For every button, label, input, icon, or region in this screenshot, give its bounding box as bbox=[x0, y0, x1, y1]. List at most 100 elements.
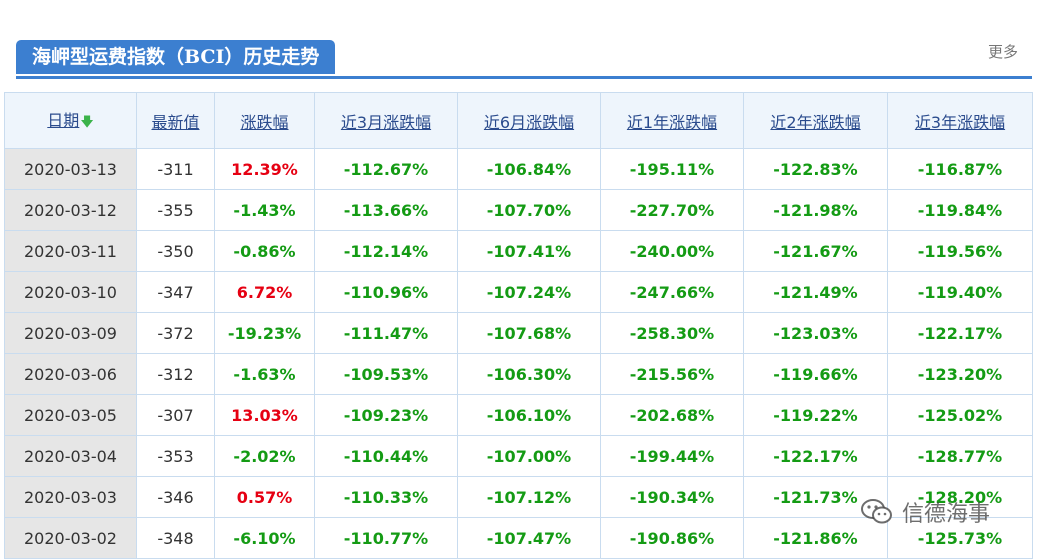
change-3y-cell: -119.56% bbox=[887, 230, 1033, 272]
column-header-label[interactable]: 最新值 bbox=[151, 112, 200, 132]
change-3m-cell: -112.14% bbox=[314, 230, 458, 272]
table-row: 2020-03-12 -355 -1.43% -113.66% -107.70% -227… bbox=[4, 189, 1033, 231]
column-header-2y-change[interactable]: 近2年涨跌幅 bbox=[743, 92, 888, 149]
change-3m-cell: -109.23% bbox=[314, 394, 458, 436]
change-3m-cell: -110.96% bbox=[314, 271, 458, 313]
down-arrow-icon[interactable]: 🡇 bbox=[80, 114, 94, 130]
change-2y-cell: -122.17% bbox=[743, 435, 888, 477]
column-header-label[interactable]: 近1年涨跌幅 bbox=[626, 112, 718, 132]
section-title: 海岬型运费指数（BCI）历史走势 bbox=[16, 40, 336, 74]
change-6m-cell: -107.47% bbox=[457, 517, 601, 559]
column-header-label[interactable]: 近3年涨跌幅 bbox=[914, 112, 1006, 132]
change-cell: -19.23% bbox=[214, 312, 315, 354]
change-1y-cell: -240.00% bbox=[600, 230, 744, 272]
latest-value-cell: -346 bbox=[136, 476, 215, 518]
change-1y-cell: -202.68% bbox=[600, 394, 744, 436]
change-2y-cell: -119.66% bbox=[743, 353, 888, 395]
table-row: 2020-03-04 -353 -2.02% -110.44% -107.00% -199… bbox=[4, 435, 1033, 477]
change-3m-cell: -113.66% bbox=[314, 189, 458, 231]
change-1y-cell: -215.56% bbox=[600, 353, 744, 395]
watermark-label: 信德海事 bbox=[902, 502, 991, 527]
column-header-3m-change[interactable]: 近3月涨跌幅 bbox=[314, 92, 458, 149]
table-row: 2020-03-05 -307 13.03% -109.23% -106.10% -202… bbox=[4, 394, 1033, 436]
more-link[interactable]: 更多 bbox=[987, 43, 1018, 61]
latest-value-cell: -347 bbox=[136, 271, 215, 313]
watermark: 信德海事 bbox=[860, 496, 990, 528]
table-row: 2020-03-03 -346 0.57% -110.33% -107.12% -190.… bbox=[4, 476, 1033, 518]
bci-history-table: 日期🡇 最新值 涨跌幅 近3月涨跌幅 近6月涨跌幅 近1年涨跌幅 近2年涨跌幅 … bbox=[4, 92, 1033, 559]
change-6m-cell: -107.12% bbox=[457, 476, 601, 518]
change-cell: -2.02% bbox=[214, 435, 315, 477]
latest-value-cell: -312 bbox=[136, 353, 215, 395]
change-1y-cell: -258.30% bbox=[600, 312, 744, 354]
table-row: 2020-03-02 -348 -6.10% -110.77% -107.47% -190… bbox=[4, 517, 1033, 559]
change-3m-cell: -109.53% bbox=[314, 353, 458, 395]
date-cell: 2020-03-04 bbox=[4, 435, 137, 477]
latest-value-cell: -307 bbox=[136, 394, 215, 436]
column-header-date[interactable]: 日期🡇 bbox=[4, 92, 137, 149]
date-cell: 2020-03-05 bbox=[4, 394, 137, 436]
change-cell: 6.72% bbox=[214, 271, 315, 313]
column-header-label[interactable]: 近6月涨跌幅 bbox=[483, 112, 575, 132]
change-3m-cell: -110.44% bbox=[314, 435, 458, 477]
change-6m-cell: -107.70% bbox=[457, 189, 601, 231]
column-header-1y-change[interactable]: 近1年涨跌幅 bbox=[600, 92, 744, 149]
column-header-label[interactable]: 近3月涨跌幅 bbox=[340, 112, 432, 132]
column-header-label[interactable]: 近2年涨跌幅 bbox=[770, 112, 861, 132]
latest-value-cell: -311 bbox=[136, 148, 215, 190]
latest-value-cell: -372 bbox=[136, 312, 215, 354]
change-cell: -1.43% bbox=[214, 189, 315, 231]
change-3y-cell: -128.77% bbox=[887, 435, 1033, 477]
change-6m-cell: -107.24% bbox=[457, 271, 601, 313]
change-2y-cell: -121.86% bbox=[743, 517, 888, 559]
change-1y-cell: -199.44% bbox=[600, 435, 744, 477]
wechat-icon bbox=[861, 499, 892, 524]
change-3m-cell: -111.47% bbox=[314, 312, 458, 354]
column-header-change[interactable]: 涨跌幅 bbox=[214, 92, 315, 149]
latest-value-cell: -350 bbox=[136, 230, 215, 272]
change-1y-cell: -247.66% bbox=[600, 271, 744, 313]
change-cell: 0.57% bbox=[214, 476, 315, 518]
change-2y-cell: -119.22% bbox=[743, 394, 888, 436]
change-1y-cell: -190.34% bbox=[600, 476, 744, 518]
change-3m-cell: -112.67% bbox=[314, 148, 458, 190]
change-6m-cell: -107.68% bbox=[457, 312, 601, 354]
change-2y-cell: -121.98% bbox=[743, 189, 888, 231]
column-header-latest-value[interactable]: 最新值 bbox=[136, 92, 215, 149]
change-cell: 12.39% bbox=[214, 148, 315, 190]
date-cell: 2020-03-06 bbox=[4, 353, 137, 395]
change-3y-cell: -119.40% bbox=[887, 271, 1033, 313]
change-6m-cell: -106.84% bbox=[457, 148, 601, 190]
date-cell: 2020-03-02 bbox=[4, 517, 137, 559]
change-3y-cell: -128.20% bbox=[887, 476, 1033, 518]
table-body: 2020-03-13 -311 12.39% -112.67% -106.84% -195… bbox=[4, 148, 1033, 559]
date-cell: 2020-03-09 bbox=[4, 312, 137, 354]
date-cell: 2020-03-12 bbox=[4, 189, 137, 231]
change-3m-cell: -110.77% bbox=[314, 517, 458, 559]
column-header-3y-change[interactable]: 近3年涨跌幅 bbox=[887, 92, 1033, 149]
change-2y-cell: -122.83% bbox=[743, 148, 888, 190]
change-cell: -1.63% bbox=[214, 353, 315, 395]
change-cell: 13.03% bbox=[214, 394, 315, 436]
change-2y-cell: -121.67% bbox=[743, 230, 888, 272]
change-cell: -0.86% bbox=[214, 230, 315, 272]
column-header-label[interactable]: 涨跌幅 bbox=[240, 112, 289, 132]
date-cell: 2020-03-13 bbox=[4, 148, 137, 190]
change-2y-cell: -123.03% bbox=[743, 312, 888, 354]
change-cell: -6.10% bbox=[214, 517, 315, 559]
change-3y-cell: -123.20% bbox=[887, 353, 1033, 395]
latest-value-cell: -355 bbox=[136, 189, 215, 231]
latest-value-cell: -353 bbox=[136, 435, 215, 477]
column-header-6m-change[interactable]: 近6月涨跌幅 bbox=[457, 92, 601, 149]
table-header-row: 日期🡇 最新值 涨跌幅 近3月涨跌幅 近6月涨跌幅 近1年涨跌幅 近2年涨跌幅 … bbox=[4, 92, 1033, 149]
column-header-label[interactable]: 日期 bbox=[47, 110, 80, 130]
section-header: 海岬型运费指数（BCI）历史走势 更多 bbox=[16, 40, 1032, 79]
table-row: 2020-03-13 -311 12.39% -112.67% -106.84% -195… bbox=[4, 148, 1033, 190]
table-row: 2020-03-06 -312 -1.63% -109.53% -106.30% -215… bbox=[4, 353, 1033, 395]
date-cell: 2020-03-11 bbox=[4, 230, 137, 272]
change-6m-cell: -106.10% bbox=[457, 394, 601, 436]
change-3y-cell: -125.02% bbox=[887, 394, 1033, 436]
date-cell: 2020-03-03 bbox=[4, 476, 137, 518]
bci-history-table-wrapper: 日期🡇 最新值 涨跌幅 近3月涨跌幅 近6月涨跌幅 近1年涨跌幅 近2年涨跌幅 … bbox=[4, 92, 1033, 559]
table-row: 2020-03-09 -372 -19.23% -111.47% -107.68% -25… bbox=[4, 312, 1033, 354]
